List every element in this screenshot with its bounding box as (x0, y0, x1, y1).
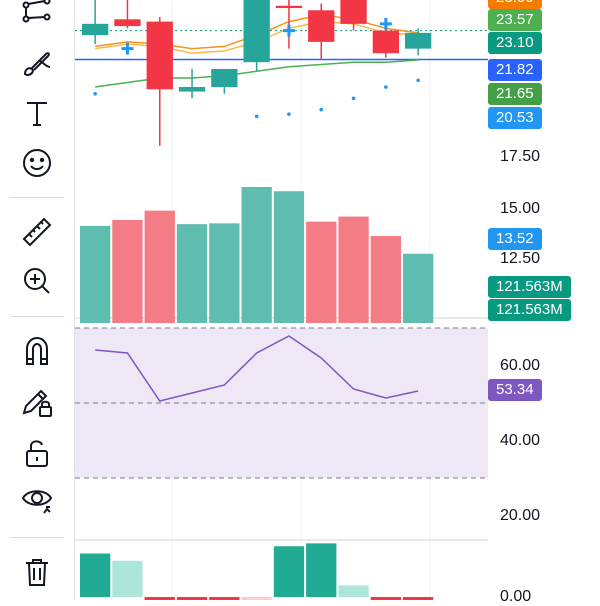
macd-pane (80, 543, 434, 600)
candle-body (275, 5, 303, 9)
psar-dot (416, 78, 420, 83)
volume-bar (403, 253, 434, 323)
visibility-tool-button[interactable] (17, 480, 57, 520)
chart-canvas[interactable] (75, 0, 488, 600)
price-pane (75, 0, 488, 146)
trash-icon (26, 559, 48, 586)
emoji-tool-button[interactable] (17, 143, 57, 183)
macd-histogram-bar (338, 585, 369, 597)
brush-tool-button[interactable] (17, 44, 57, 84)
magnet-tool-button[interactable] (17, 331, 57, 371)
toolbar-divider (10, 316, 64, 317)
rsi-tick-40: 40.00 (500, 432, 541, 449)
macd-histogram-bar (80, 553, 111, 597)
candle-body (114, 19, 141, 27)
eye-icon (21, 490, 53, 514)
ruler-icon (22, 217, 52, 247)
volume-bar (209, 223, 240, 323)
axis-label-top-partial: 23.00 (488, 0, 542, 9)
candle-body (340, 0, 367, 24)
text-tool-button[interactable] (17, 93, 57, 133)
brush-icon (23, 52, 51, 77)
volume-bar (112, 219, 143, 323)
smiley-icon (23, 149, 51, 177)
volume-bar (176, 224, 208, 323)
volume-pane (80, 187, 434, 323)
price-tick-1250: 12.50 (500, 250, 541, 267)
signal-marker (121, 42, 134, 55)
macd-histogram-bar (144, 597, 175, 600)
toolbar-divider (10, 537, 64, 538)
ruler-tool-button[interactable] (17, 212, 57, 252)
candle-body (405, 32, 432, 49)
psar-dot (351, 96, 356, 101)
pencil-lock-icon (22, 389, 52, 417)
text-icon (27, 102, 47, 126)
candle-body (82, 23, 109, 36)
price-tick-1500: 15.00 (500, 200, 541, 217)
psar-dot (93, 92, 97, 96)
rsi-pane (75, 327, 488, 479)
candle-body (146, 21, 173, 90)
pattern-tool-button[interactable] (17, 0, 57, 32)
signal-marker (379, 17, 392, 30)
volume-bar (80, 225, 111, 323)
axis-label-volume-1: 121.563M (488, 276, 571, 298)
unlock-tool-button[interactable] (17, 433, 57, 473)
toolbar-divider (10, 197, 64, 198)
volume-bar (306, 221, 337, 323)
volume-bar (370, 235, 401, 323)
axis-label-last-price: 23.10 (488, 32, 542, 54)
macd-histogram-bar (306, 543, 337, 597)
psar-dot (287, 112, 291, 116)
candle-body (211, 68, 238, 88)
volume-bar (273, 191, 305, 323)
psar-dot (319, 107, 324, 112)
macd-histogram-bar (112, 560, 143, 597)
unlock-icon (26, 440, 48, 467)
zoom-in-icon (24, 268, 50, 294)
price-tick-1750: 17.50 (500, 148, 541, 165)
axis-label-channel-low: 21.82 (488, 59, 542, 81)
volume-bar (241, 187, 272, 323)
psar-dot (384, 85, 388, 89)
macd-histogram-bar (241, 597, 272, 600)
macd-histogram-bar (273, 546, 305, 597)
axis-label-psar: 20.53 (488, 107, 542, 129)
magnet-icon (26, 336, 48, 365)
rsi-tick-60: 60.00 (500, 357, 541, 374)
axis-label-ma-green: 21.65 (488, 83, 542, 105)
axis-label-volume-ma: 13.52 (488, 228, 542, 250)
macd-histogram-bar (209, 597, 240, 600)
volume-bar (338, 216, 369, 323)
delete-drawings-button[interactable] (17, 552, 57, 592)
axis-label-rsi-value: 53.34 (488, 379, 542, 401)
candle-body (178, 87, 206, 92)
pattern-icon (22, 0, 51, 23)
candle-body (243, 0, 270, 63)
psar-dot (254, 114, 259, 119)
macd-histogram-bar (370, 597, 401, 600)
rsi-line (95, 335, 419, 402)
rsi-tick-20: 20.00 (500, 507, 541, 524)
candle-body (372, 30, 399, 54)
macd-histogram-bar (403, 597, 434, 600)
zoom-in-tool-button[interactable] (17, 261, 57, 301)
axis-label-volume-2: 121.563M (488, 299, 571, 321)
candle-body (308, 10, 335, 42)
macd-tick-0: 0.00 (500, 588, 532, 605)
signal-marker (282, 24, 295, 37)
macd-histogram-bar (176, 597, 208, 600)
chart-area[interactable] (75, 0, 488, 600)
price-axis[interactable]: 23.00 23.57 23.10 21.82 21.65 20.53 17.5… (488, 0, 600, 605)
drawing-toolbar (0, 0, 75, 600)
volume-bar (144, 210, 175, 323)
axis-label-ma-orange: 23.57 (488, 9, 542, 31)
lock-drawings-tool-button[interactable] (17, 382, 57, 422)
